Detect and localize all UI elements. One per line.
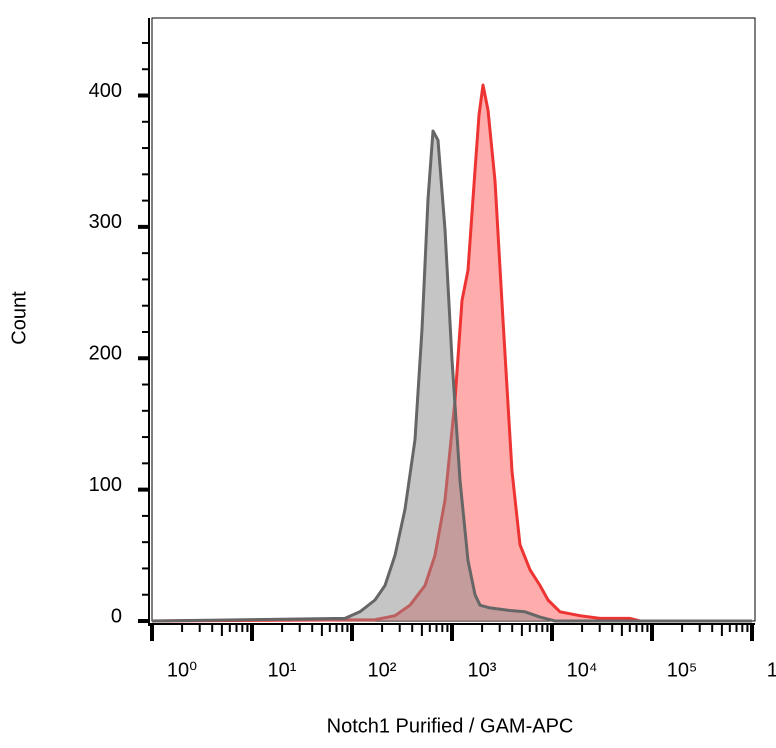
x-axis-title: Notch1 Purified / GAM-APC xyxy=(327,715,574,737)
y-tick-label: 400 xyxy=(89,80,122,102)
series-line xyxy=(151,129,752,623)
y-tick-label: 200 xyxy=(89,343,122,365)
x-tick-label: 10¹ xyxy=(268,659,297,681)
x-tick-label: 10⁶ xyxy=(767,659,776,681)
x-tick-label: 10⁵ xyxy=(667,659,698,681)
y-tick-label: 300 xyxy=(89,211,122,233)
y-tick-label: 100 xyxy=(89,474,122,496)
x-tick-label: 10⁴ xyxy=(567,659,598,681)
y-axis-title: Count xyxy=(8,291,30,345)
x-tick-label: 10² xyxy=(368,659,397,681)
y-tick-label: 0 xyxy=(111,605,122,627)
x-tick-label: 10³ xyxy=(468,659,497,681)
x-tick-label: 10⁰ xyxy=(167,659,197,681)
